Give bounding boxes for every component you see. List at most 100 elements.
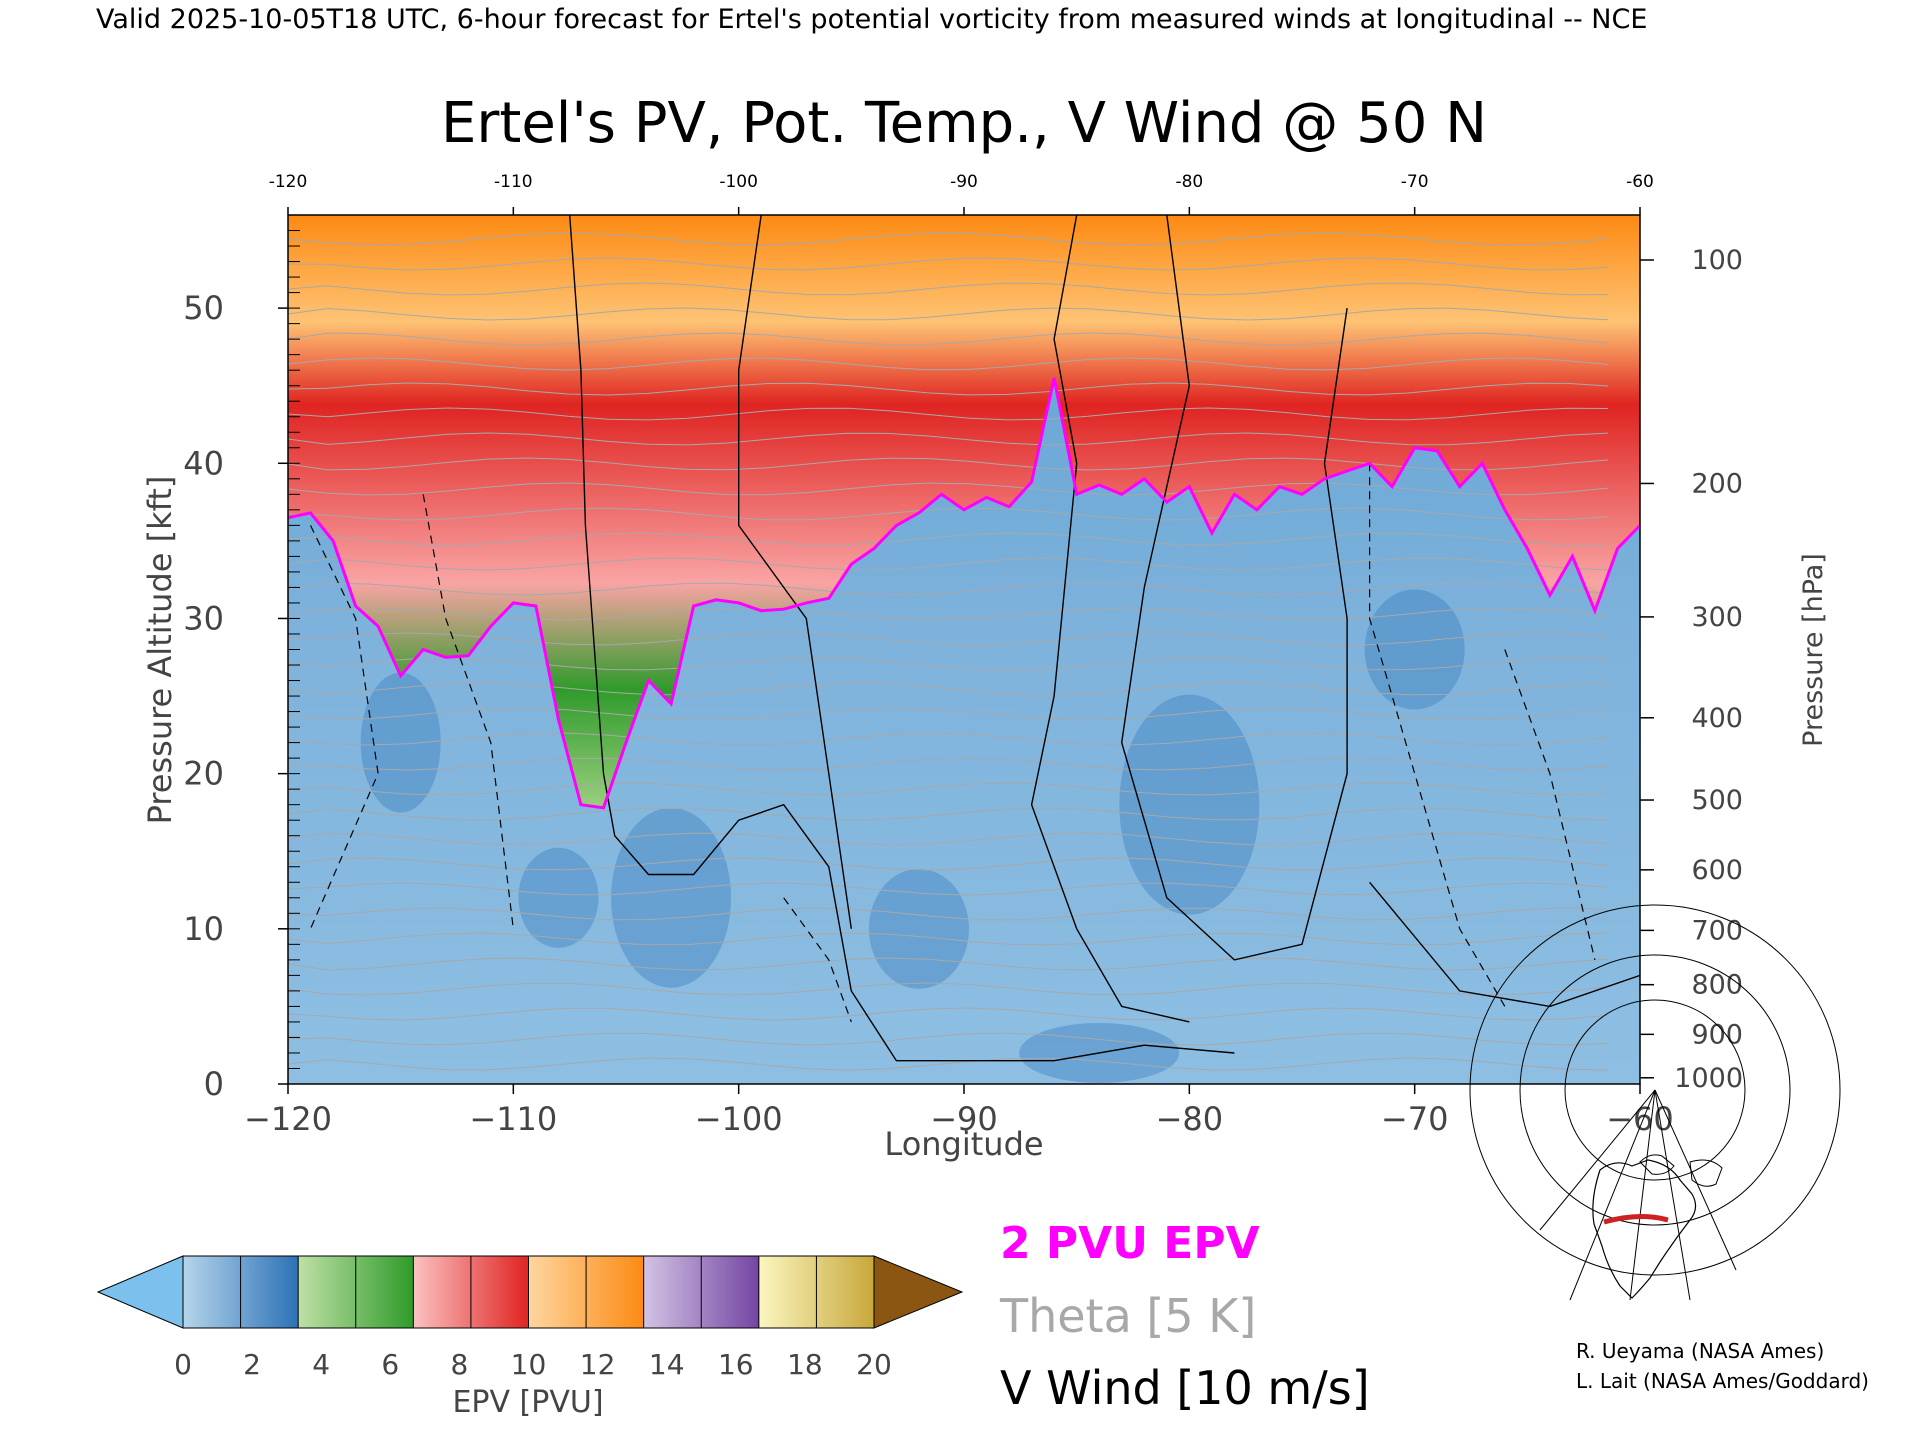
theta-line xyxy=(288,932,1609,946)
theta-line xyxy=(288,832,1609,846)
y-tick-label: 40 xyxy=(183,444,224,482)
pressure-tick-label: 400 xyxy=(1691,703,1743,734)
pressure-tick-label: 900 xyxy=(1691,1019,1743,1050)
wind-contour-dashed xyxy=(783,897,852,1023)
pressure-tick-label: 600 xyxy=(1691,855,1743,886)
legend-wind-label: V Wind [10 m/s] xyxy=(1000,1361,1370,1415)
y-tick-label: 0 xyxy=(204,1065,224,1103)
x-top-tick-label: -70 xyxy=(1401,172,1429,192)
theta-line xyxy=(288,482,1609,496)
x-tick-label: −60 xyxy=(1606,1100,1674,1138)
v-wind-contours xyxy=(309,215,1640,1062)
theta-line xyxy=(288,882,1609,896)
colorbar-tick-label: 8 xyxy=(450,1348,468,1381)
stratosphere-pv-field xyxy=(288,215,1640,808)
header-valid-line: Valid 2025-10-05T18 UTC, 6-hour forecast… xyxy=(96,4,1647,35)
pressure-tick-label: 700 xyxy=(1691,915,1743,946)
wind-contour-solid xyxy=(1369,881,1640,1008)
wind-contour-solid xyxy=(1030,215,1190,1023)
theta-line xyxy=(288,282,1609,296)
theta-line xyxy=(288,657,1609,671)
colorbar-tick-label: 10 xyxy=(511,1348,547,1381)
pressure-tick-label: 1000 xyxy=(1674,1063,1743,1094)
colorbar-tick-label: 14 xyxy=(649,1348,685,1381)
y-axis-label-right: Pressure [hPa] xyxy=(1798,553,1829,747)
theta-line xyxy=(288,1057,1609,1071)
y-tick-label: 50 xyxy=(183,289,224,327)
theta-line xyxy=(288,1007,1609,1021)
colorbar-tick-label: 4 xyxy=(312,1348,330,1381)
x-tick-label: −110 xyxy=(469,1100,557,1138)
theta-line xyxy=(288,707,1609,721)
x-top-tick-label: -90 xyxy=(950,172,978,192)
pv-patch-4 xyxy=(1364,589,1465,710)
theta-line xyxy=(288,782,1609,796)
theta-line xyxy=(288,457,1609,471)
plot-blue-patches xyxy=(360,589,1465,1083)
plot-area xyxy=(288,215,1640,1084)
x-tick-label: −90 xyxy=(930,1100,998,1138)
theta-line xyxy=(288,732,1609,746)
colorbar-over-arrow xyxy=(873,1255,964,1329)
x-top-tick-label: -80 xyxy=(1175,172,1203,192)
pv-patch-0 xyxy=(360,672,441,813)
theta-line xyxy=(288,257,1609,271)
pressure-tick-label: 300 xyxy=(1691,602,1743,633)
y-axis-label-left: Pressure Altitude [kft] xyxy=(141,476,179,825)
x-top-tick-label: -120 xyxy=(269,172,308,192)
wind-contour-solid xyxy=(738,215,852,929)
x-top-tick-label: -60 xyxy=(1626,172,1654,192)
legend-pv-label: 2 PVU EPV xyxy=(1000,1218,1260,1269)
colorbar-label: EPV [PVU] xyxy=(452,1385,603,1420)
wind-contour-dashed xyxy=(1369,463,1506,1007)
axes: −120 -120 −110 -110 −100 -100 −90 -90 −80 -80 −70 -… xyxy=(183,172,1743,1138)
pressure-tick-label: 800 xyxy=(1691,970,1743,1001)
pv-patch-6 xyxy=(518,847,599,948)
theta-line xyxy=(288,407,1609,421)
colorbar-tick-label: 0 xyxy=(174,1348,192,1381)
credit-line-2: L. Lait (NASA Ames/Goddard) xyxy=(1576,1369,1869,1393)
theta-line xyxy=(288,357,1609,371)
theta-line xyxy=(288,632,1609,646)
credit-line-1: R. Ueyama (NASA Ames) xyxy=(1576,1339,1824,1363)
pressure-tick-label: 100 xyxy=(1691,245,1743,276)
x-top-tick-label: -100 xyxy=(719,172,758,192)
wind-contour-solid xyxy=(1120,215,1348,961)
theta-line xyxy=(288,382,1609,396)
wind-contour-solid xyxy=(569,215,1235,1062)
theta-line xyxy=(288,1032,1609,1046)
theta-line xyxy=(288,432,1609,446)
y-tick-label: 10 xyxy=(183,910,224,948)
x-top-tick-label: -110 xyxy=(494,172,533,192)
pressure-tick-label: 200 xyxy=(1691,468,1743,499)
theta-line xyxy=(288,807,1609,821)
theta-line xyxy=(288,607,1609,621)
theta-line xyxy=(288,557,1609,571)
x-axis-label: Longitude xyxy=(884,1125,1043,1163)
x-tick-label: −100 xyxy=(695,1100,783,1138)
colorbar-under-arrow xyxy=(96,1255,184,1329)
colorbar-tick-label: 20 xyxy=(856,1348,892,1381)
pressure-tick-label: 500 xyxy=(1691,785,1743,816)
colorbar-tick-label: 16 xyxy=(718,1348,754,1381)
y-tick-label: 30 xyxy=(183,599,224,637)
theta-line xyxy=(288,232,1609,246)
theta-line xyxy=(288,857,1609,871)
x-tick-label: −70 xyxy=(1381,1100,1449,1138)
theta-line xyxy=(288,757,1609,771)
x-tick-label: −80 xyxy=(1156,1100,1224,1138)
legend-theta-label: Theta [5 K] xyxy=(999,1289,1256,1343)
colorbar-tick-label: 2 xyxy=(243,1348,261,1381)
theta-line xyxy=(288,982,1609,996)
wind-contour-dashed xyxy=(422,494,514,929)
chart-title: Ertel's PV, Pot. Temp., V Wind @ 50 N xyxy=(441,91,1487,156)
theta-line xyxy=(288,507,1609,521)
theta-line xyxy=(288,907,1609,921)
theta-contours xyxy=(288,232,1609,1071)
theta-line xyxy=(288,307,1609,321)
theta-line xyxy=(288,957,1609,971)
y-tick-label: 20 xyxy=(183,755,224,793)
theta-line xyxy=(288,332,1609,346)
x-tick-label: −120 xyxy=(244,1100,332,1138)
